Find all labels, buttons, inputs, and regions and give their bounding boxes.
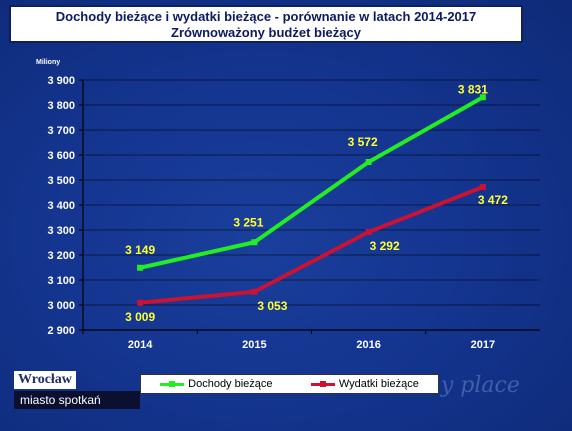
legend-label-wydatki: Wydatki bieżące xyxy=(338,378,419,390)
y-tick-label: 3 100 xyxy=(47,275,75,287)
data-point-wydatki xyxy=(251,288,258,295)
y-tick-label: 3 000 xyxy=(47,300,75,312)
y-tick-label: 3 600 xyxy=(47,150,75,162)
y-tick-label: 3 300 xyxy=(47,225,75,237)
legend-item-dochody: Dochody bieżące xyxy=(160,378,273,390)
wroclaw-logo: Wrocław miasto spotkań xyxy=(14,370,140,409)
series-line-dochody xyxy=(139,95,484,270)
data-label-wydatki: 3 292 xyxy=(370,239,400,253)
data-point-wydatki xyxy=(365,229,372,235)
data-label-wydatki: 3 009 xyxy=(125,310,155,324)
legend-swatch-dochody xyxy=(160,380,185,387)
chart-legend: Dochody bieżące Wydatki bieżące xyxy=(140,374,439,394)
data-point-dochody xyxy=(251,239,258,246)
y-tick-label: 2 900 xyxy=(47,325,75,337)
y-tick-label: 3 400 xyxy=(47,200,75,212)
x-tick-label: 2015 xyxy=(242,339,266,351)
data-point-dochody xyxy=(365,159,372,165)
chart-subtitle: Zrównoważony budżet bieżący xyxy=(171,25,361,40)
x-tick-label: 2017 xyxy=(471,339,495,351)
y-tick-label: 3 200 xyxy=(47,250,75,262)
y-axis-unit-label: Miliony xyxy=(36,59,60,66)
data-label-dochody: 3 251 xyxy=(233,215,263,229)
x-tick-label: 2014 xyxy=(128,339,153,351)
data-point-dochody xyxy=(137,264,144,271)
y-tick-label: 3 900 xyxy=(47,75,75,87)
series-line-wydatki xyxy=(139,185,484,305)
y-tick-label: 3 800 xyxy=(47,100,75,112)
data-point-wydatki xyxy=(479,184,486,190)
logo-slogan: miasto spotkań xyxy=(14,391,140,409)
x-tick-label: 2016 xyxy=(356,339,380,351)
legend-swatch-wydatki xyxy=(310,380,335,387)
chart-title: Dochody bieżące i wydatki bieżące - poró… xyxy=(55,9,477,24)
data-label-dochody: 3 831 xyxy=(458,82,488,96)
y-tick-label: 3 700 xyxy=(47,125,75,137)
chart-title-box: Dochody bieżące i wydatki bieżące - poró… xyxy=(9,5,523,43)
legend-item-wydatki: Wydatki bieżące xyxy=(310,378,419,390)
data-label-dochody: 3 572 xyxy=(348,135,378,149)
y-tick-label: 3 500 xyxy=(47,175,75,187)
data-label-wydatki: 3 053 xyxy=(257,299,287,313)
legend-label-dochody: Dochody bieżące xyxy=(188,378,273,390)
logo-name: Wrocław xyxy=(14,371,76,389)
data-point-dochody xyxy=(479,94,486,101)
data-label-dochody: 3 149 xyxy=(125,243,155,257)
data-label-wydatki: 3 472 xyxy=(478,193,508,207)
data-point-wydatki xyxy=(137,299,144,306)
